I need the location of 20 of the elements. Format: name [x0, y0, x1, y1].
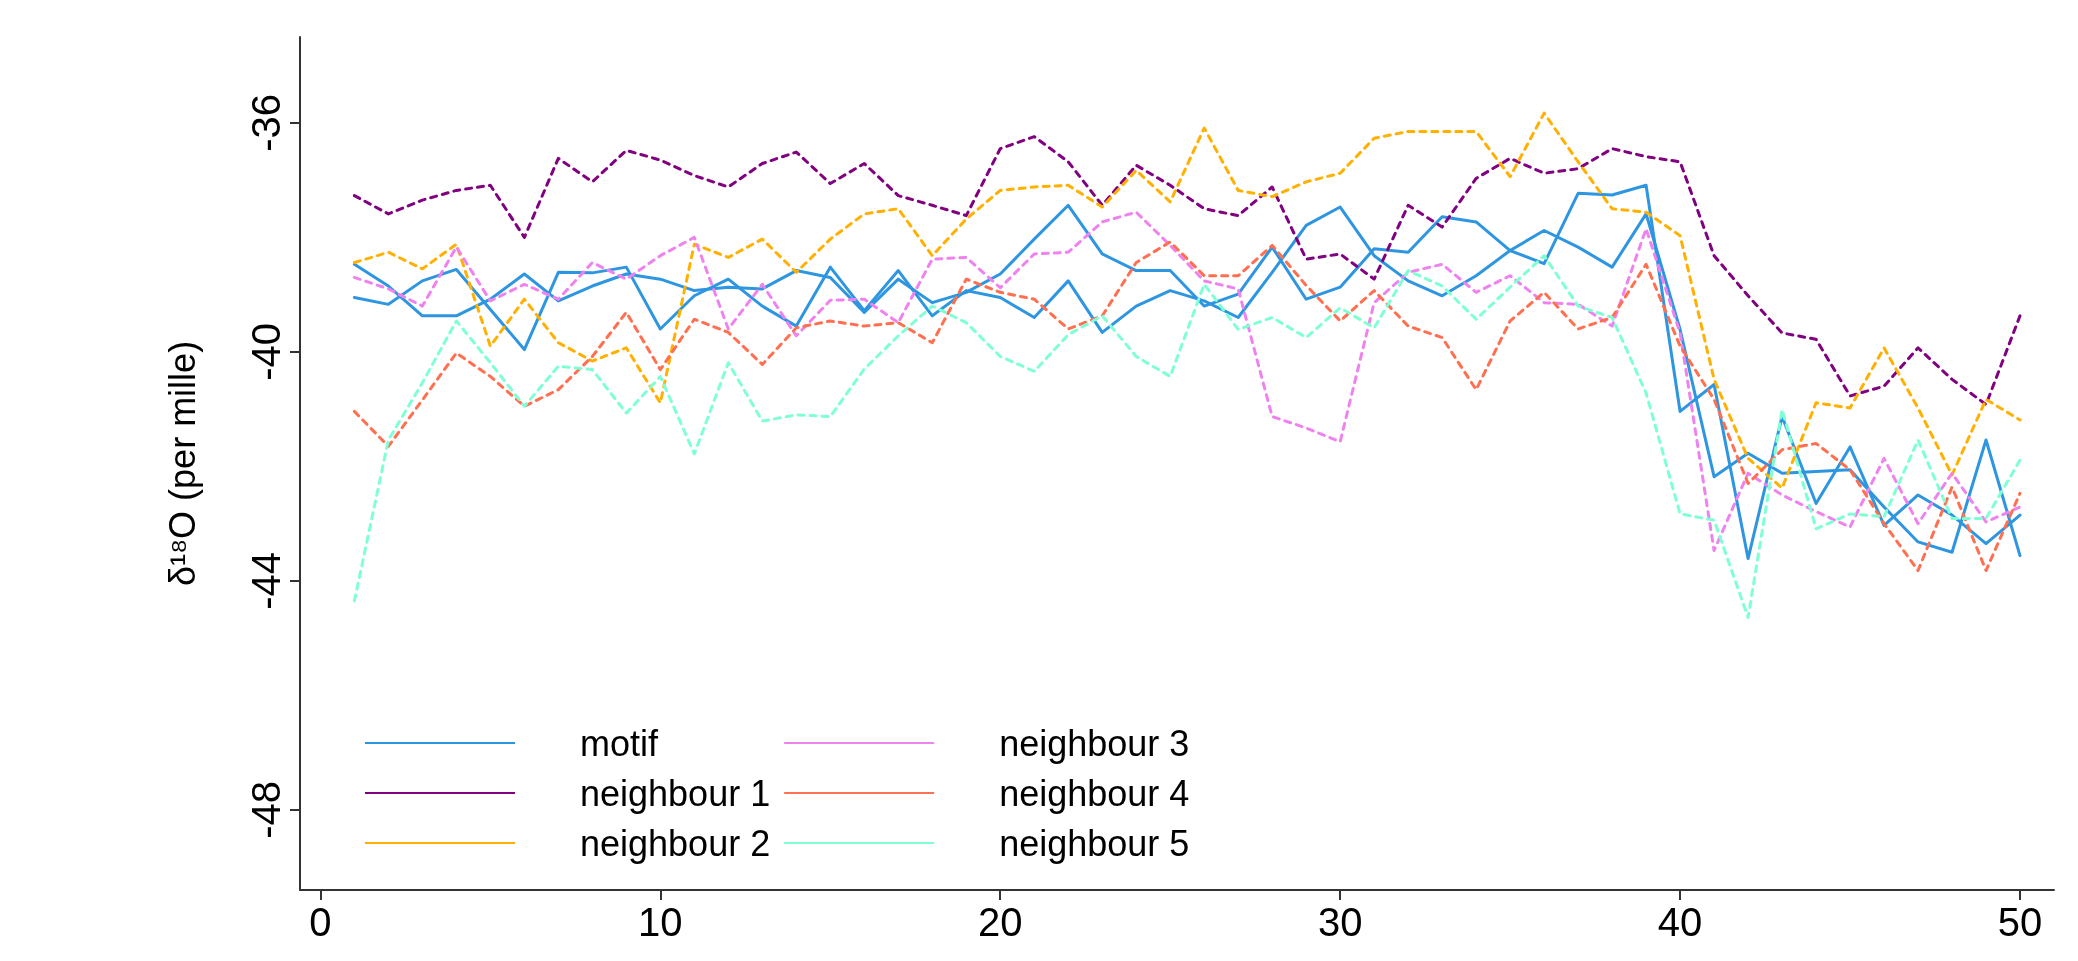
x-tick-label: 10 — [638, 900, 683, 944]
y-tick-label: -44 — [244, 551, 288, 610]
legend-label: neighbour 2 — [580, 822, 771, 864]
x-tick-label: 30 — [1317, 900, 1363, 944]
line-series — [352, 111, 2022, 490]
x-tick-label: 20 — [977, 900, 1023, 944]
legend-label: neighbour 3 — [999, 722, 1190, 764]
x-tick-label: 50 — [1997, 900, 2043, 944]
y-tick-label: -40 — [244, 322, 288, 381]
y-tick-label: -36 — [244, 93, 288, 152]
legend-label: neighbour 1 — [580, 772, 771, 814]
x-tick-label: 40 — [1657, 900, 1703, 944]
line-series — [352, 254, 2022, 619]
legend-label: neighbour 5 — [999, 822, 1190, 864]
legend-label: motif — [580, 722, 660, 764]
line-series — [352, 135, 2022, 407]
legend-label: neighbour 4 — [999, 772, 1190, 814]
y-tick-label: -48 — [244, 780, 288, 839]
y-axis-title: δ¹⁸O (per mille) — [161, 340, 203, 587]
x-tick-label: 0 — [309, 900, 332, 944]
